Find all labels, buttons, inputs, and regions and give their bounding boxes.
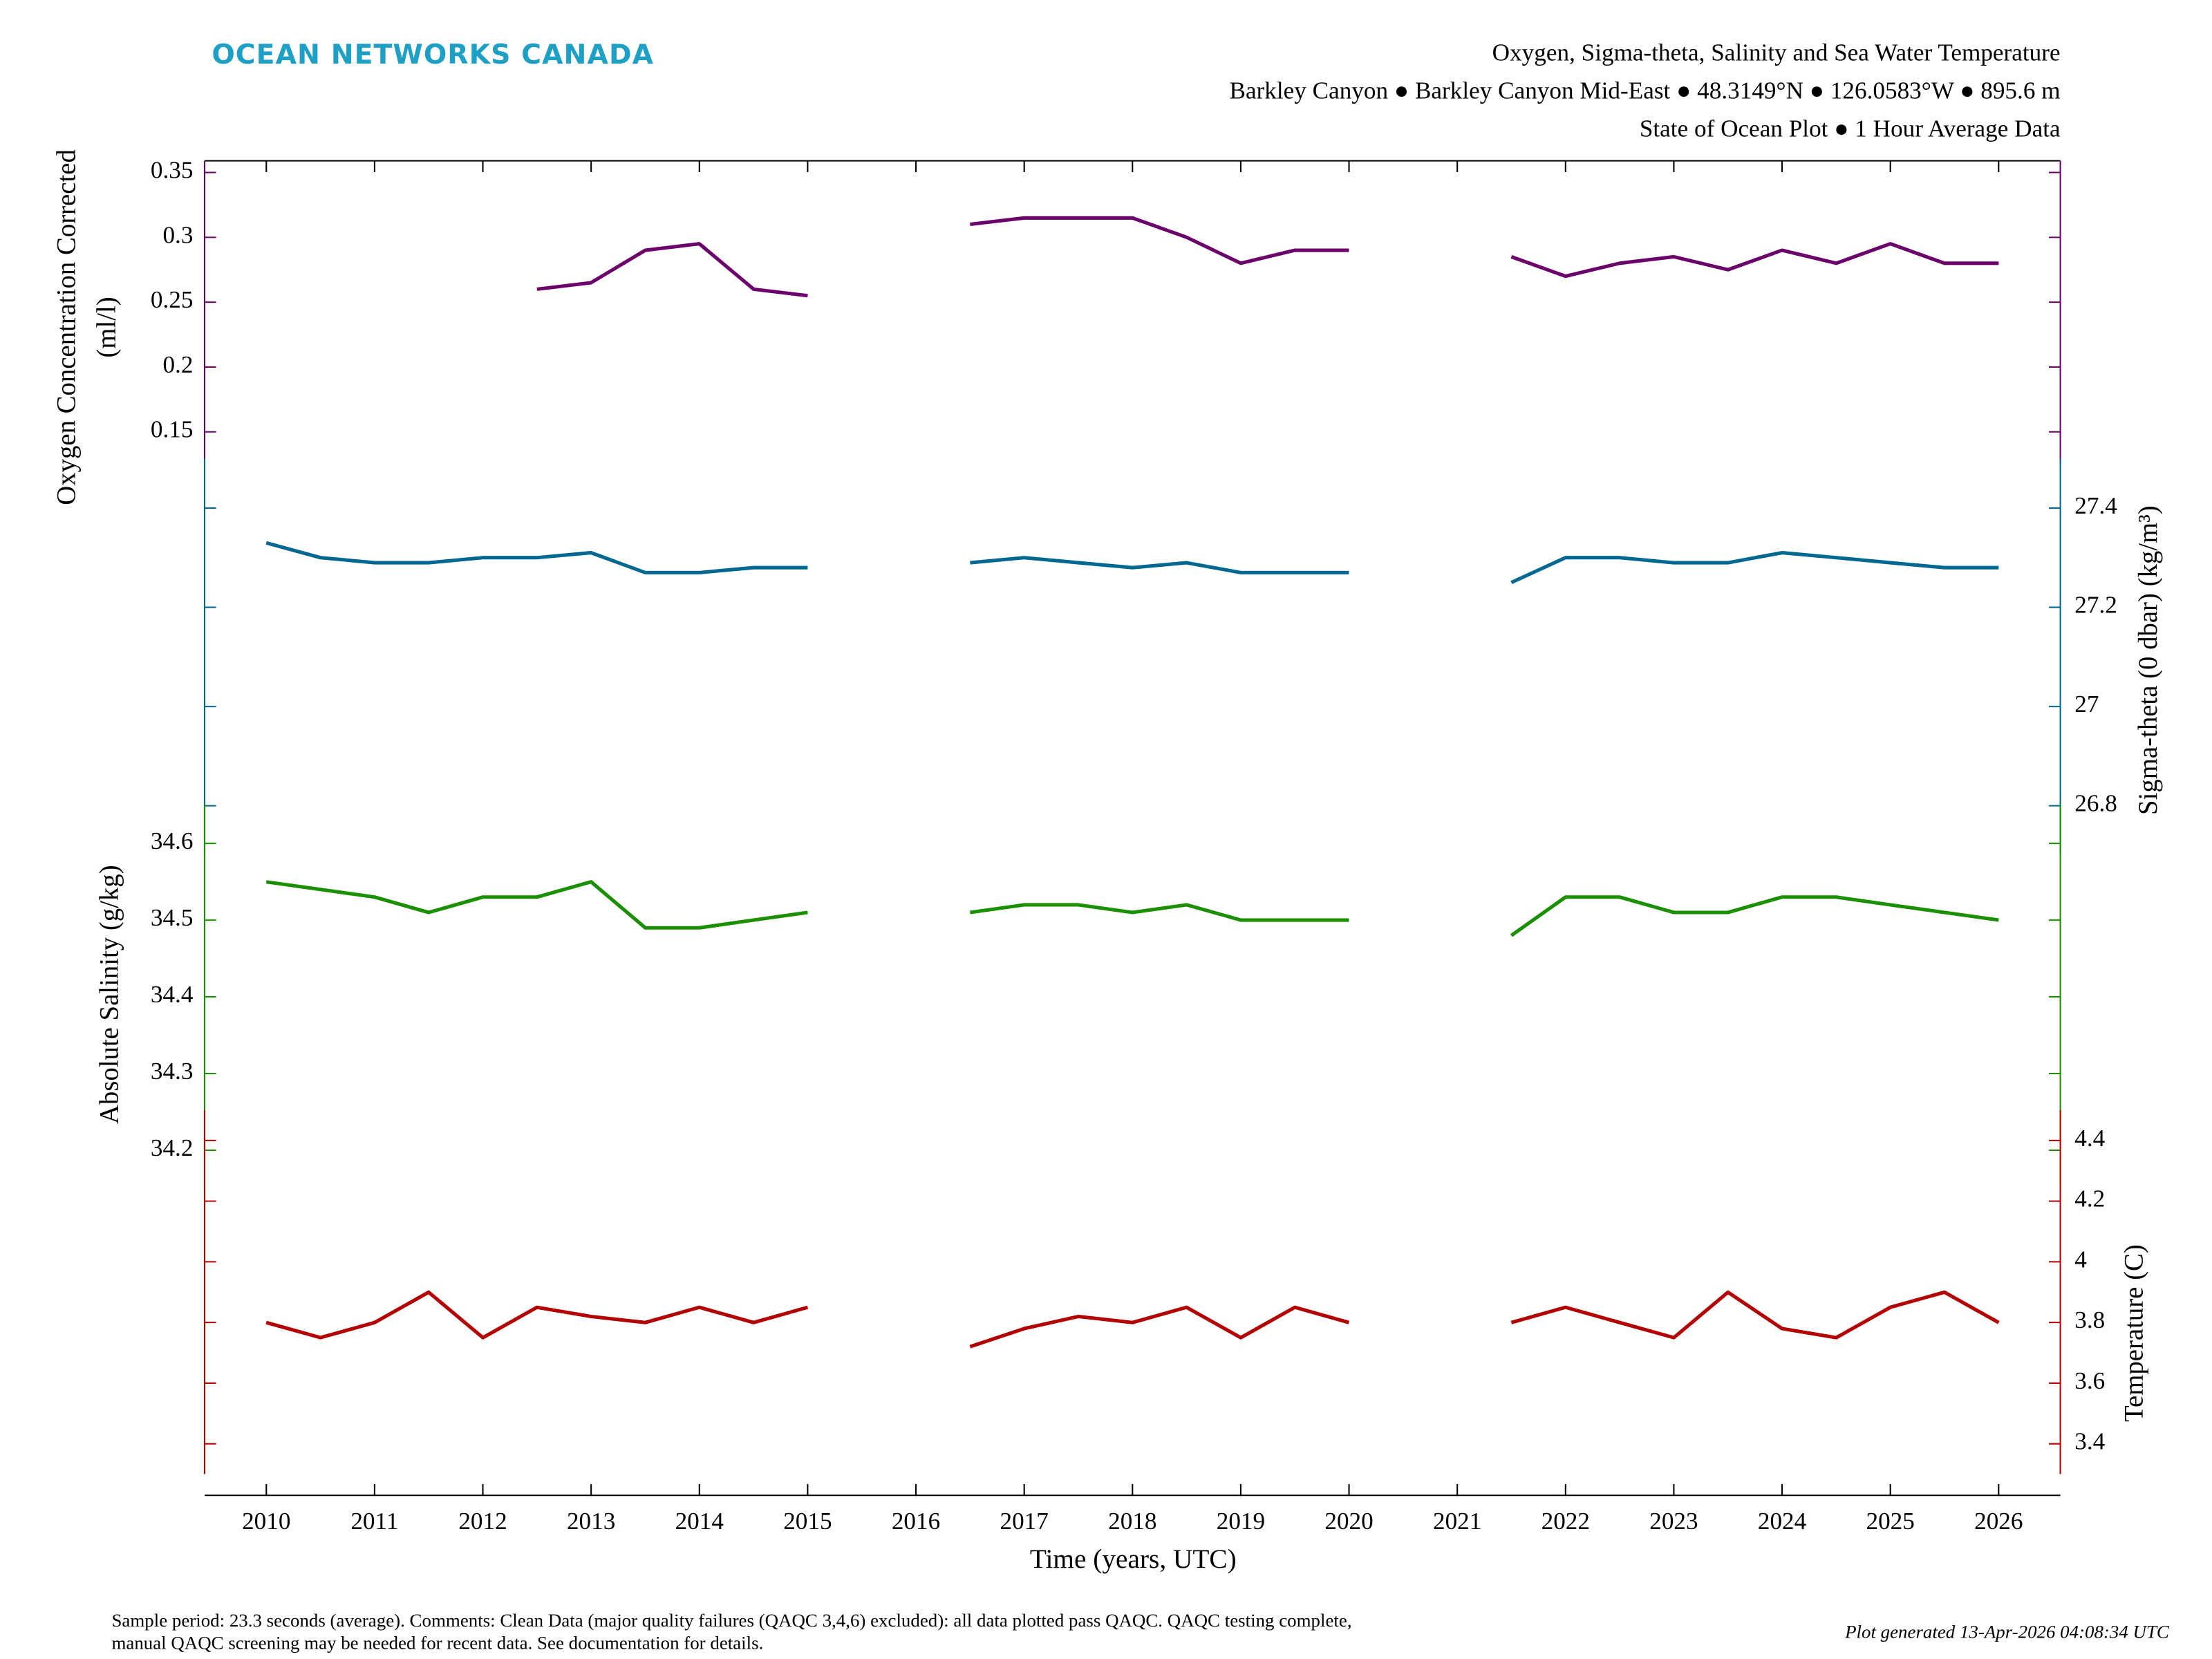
data-line (265, 1290, 2000, 1349)
data-line (265, 880, 1999, 937)
y-tick-label: 0.3 (162, 222, 193, 249)
y-tick-label: 4 (2074, 1246, 2087, 1273)
x-tick-label: 2020 (1324, 1508, 1373, 1535)
x-tick-label: 2013 (567, 1508, 615, 1535)
y-tick-label: 0.25 (151, 286, 194, 313)
x-tick-label: 2016 (892, 1508, 940, 1535)
y-tick-label: 4.4 (2074, 1125, 2105, 1152)
y-tick-label: 0.35 (151, 157, 194, 184)
y-axis-label: Oxygen Concentration Corrected (51, 149, 81, 505)
x-tick-label: 2011 (350, 1508, 398, 1535)
y-tick-label: 4.2 (2074, 1185, 2105, 1212)
x-axis-label: Time (years, UTC) (1030, 1544, 1237, 1574)
chart-subtitle: Barkley Canyon ● Barkley Canyon Mid-East… (1230, 77, 2061, 104)
y-tick-label: 34.4 (151, 981, 194, 1008)
y-tick-label: 27 (2074, 691, 2099, 718)
x-tick-label: 2019 (1217, 1508, 1265, 1535)
x-tick-label: 2022 (1541, 1508, 1590, 1535)
x-tick-label: 2015 (783, 1508, 832, 1535)
chart-subtitle: State of Ocean Plot ● 1 Hour Average Dat… (1640, 115, 2061, 142)
y-tick-label: 3.4 (2074, 1428, 2105, 1455)
chart-title: Oxygen, Sigma-theta, Salinity and Sea Wa… (1492, 39, 2061, 66)
y-tick-label: 27.2 (2074, 592, 2117, 619)
y-axis-label: Sigma-theta (0 dbar) (kg/m³) (2133, 505, 2163, 815)
y-tick-label: 3.8 (2074, 1306, 2105, 1333)
y-axis-label: Temperature (C) (2119, 1244, 2148, 1422)
y-tick-label: 3.6 (2074, 1367, 2105, 1394)
data-line (536, 216, 1999, 298)
x-tick-label: 2014 (675, 1508, 724, 1535)
x-tick-label: 2018 (1108, 1508, 1156, 1535)
y-tick-label: 0.15 (151, 416, 194, 443)
y-tick-label: 34.2 (151, 1134, 194, 1161)
x-tick-label: 2010 (242, 1508, 290, 1535)
x-tick-label: 2024 (1758, 1508, 1806, 1535)
x-tick-label: 2023 (1649, 1508, 1698, 1535)
y-tick-label: 26.8 (2074, 790, 2117, 817)
x-tick-label: 2017 (1000, 1508, 1048, 1535)
y-tick-label: 34.6 (151, 827, 194, 854)
y-axis-label: (ml/l) (91, 297, 121, 357)
x-tick-label: 2021 (1433, 1508, 1481, 1535)
footnote: Sample period: 23.3 seconds (average). C… (111, 1610, 1351, 1631)
x-tick-label: 2025 (1866, 1508, 1915, 1535)
y-tick-label: 27.4 (2074, 492, 2117, 519)
y-tick-label: 34.3 (151, 1058, 194, 1085)
footnote: manual QAQC screening may be needed for … (111, 1633, 763, 1653)
x-tick-label: 2012 (458, 1508, 507, 1535)
y-axis-label: Absolute Salinity (g/kg) (94, 865, 124, 1124)
logo: OCEAN NETWORKS CANADA (212, 39, 654, 71)
data-line (265, 541, 1999, 584)
x-tick-label: 2026 (1974, 1508, 2023, 1535)
y-tick-label: 34.5 (151, 904, 194, 931)
y-tick-label: 0.2 (162, 351, 193, 378)
plot-generated: Plot generated 13-Apr-2026 04:08:34 UTC (1844, 1622, 2170, 1642)
